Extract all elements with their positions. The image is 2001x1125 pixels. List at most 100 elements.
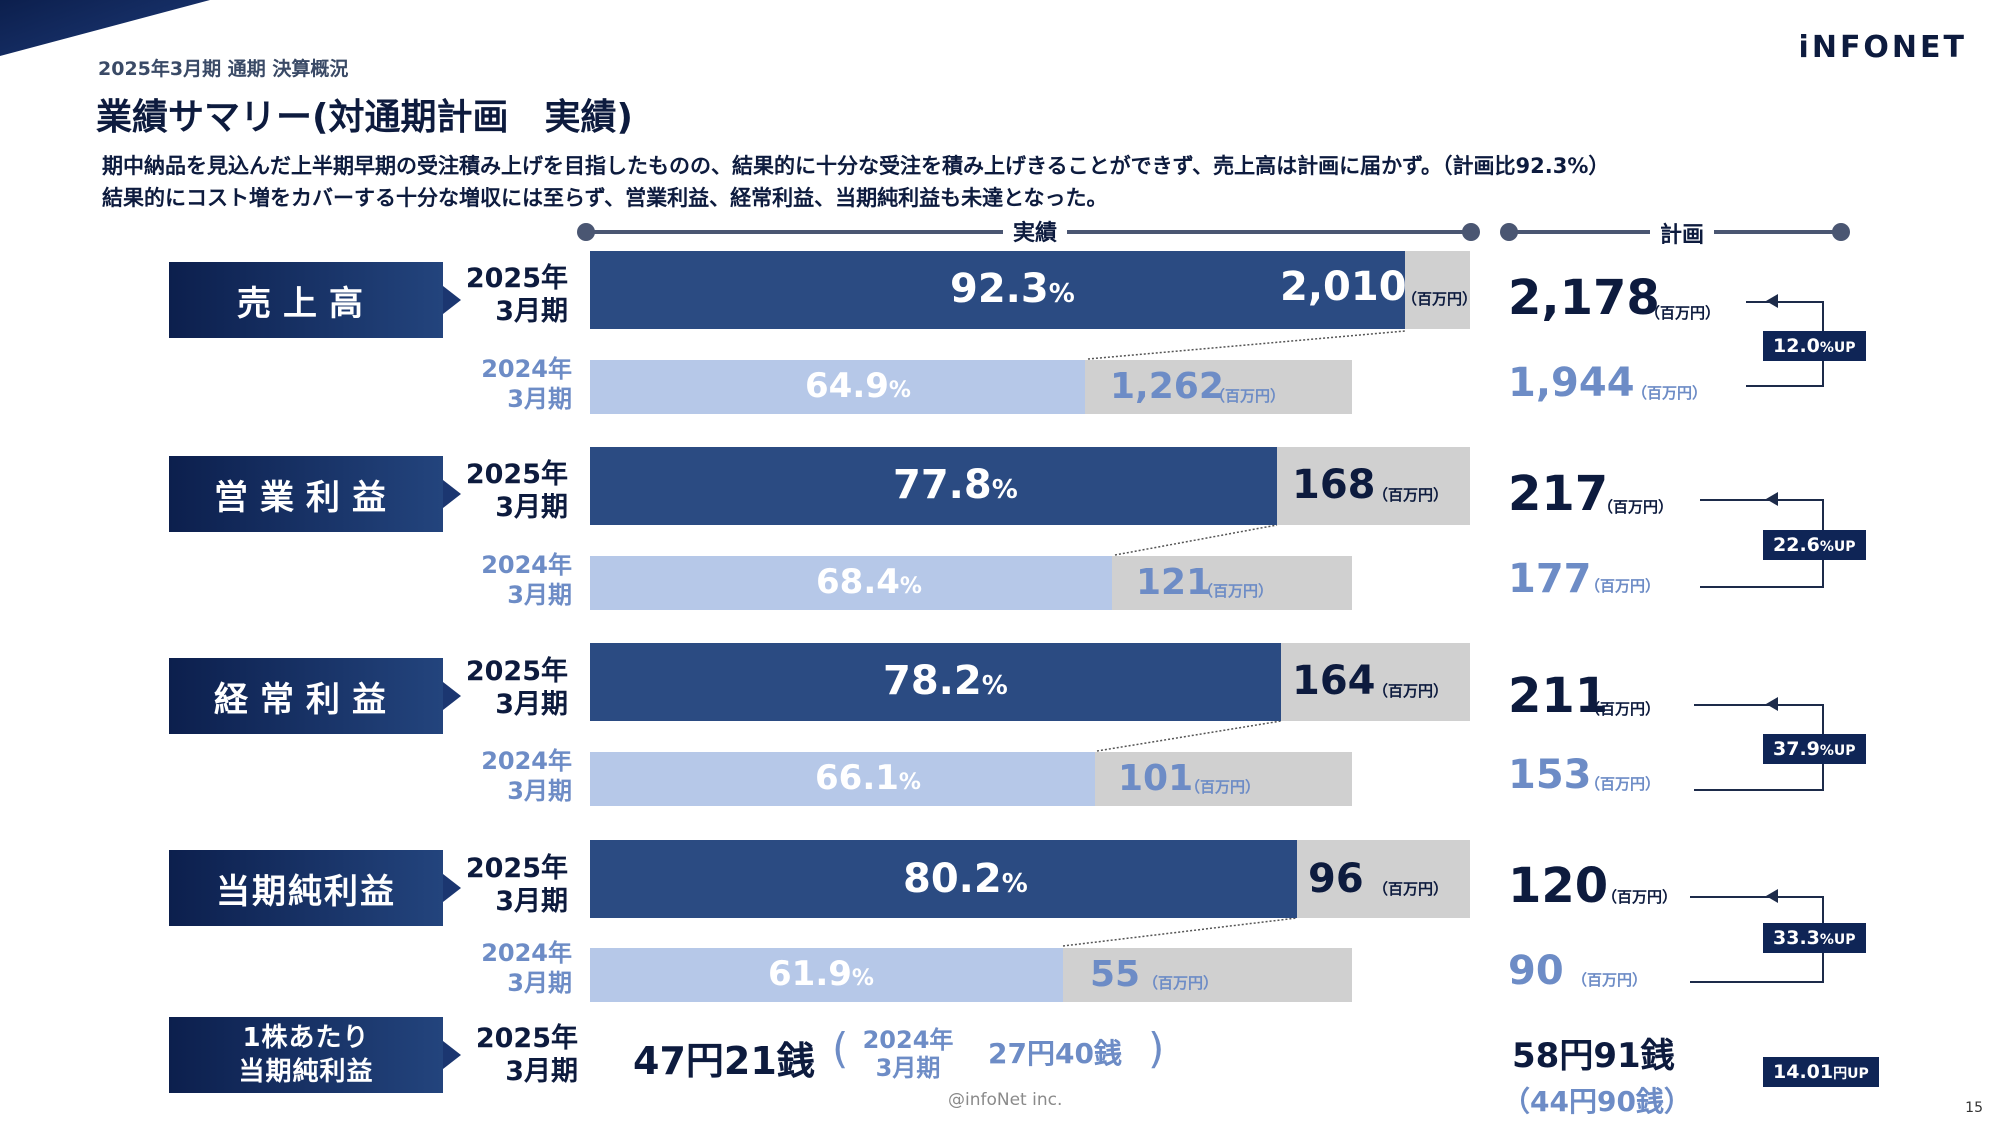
- growth-arrow-icon: [1766, 889, 1778, 903]
- period-previous: 2024年 3月期: [481, 551, 572, 609]
- plan-current-value: 120: [1508, 858, 1609, 914]
- period-current: 2025年 3月期: [465, 656, 568, 720]
- period-previous: 2024年 3月期: [481, 939, 572, 997]
- eps-label-line-1: 1株あたり: [242, 1023, 370, 1053]
- bar-current-fill: [590, 447, 1277, 525]
- period-current: 2025年 3月期: [465, 263, 568, 327]
- eps-growth-badge: 14.01円UP: [1763, 1057, 1879, 1087]
- category-label-net-income: 当期純利益: [169, 850, 443, 926]
- section-subtitle: 2025年3月期 通期 決算概況: [98, 58, 349, 80]
- unit-label: （百万円）: [1585, 577, 1661, 595]
- unit-label: （百万円）: [1585, 700, 1661, 718]
- current-actual-value: 96: [1308, 856, 1364, 902]
- plan-current-value: 217: [1508, 466, 1609, 522]
- previous-achievement-pct: 61.9%: [768, 954, 874, 994]
- current-actual-value: 2,010: [1280, 264, 1407, 310]
- bar-previous-fill: [590, 360, 1085, 414]
- category-label-ordinary-profit: 経常利益: [169, 658, 443, 734]
- unit-label: （百万円）: [1210, 387, 1286, 405]
- category-arrow-icon: [443, 286, 461, 314]
- current-achievement-pct: 92.3%: [950, 266, 1075, 312]
- eps-current-value: 47円21銭: [633, 1039, 815, 1083]
- page-title: 業績サマリー(対通期計画 実績): [96, 97, 633, 138]
- unit-label: （百万円）: [1598, 498, 1674, 516]
- plan-header-dot-left: [1500, 223, 1518, 241]
- period-current: 2025年 3月期: [465, 459, 568, 523]
- current-achievement-pct: 77.8%: [893, 462, 1018, 508]
- previous-achievement-pct: 68.4%: [816, 562, 922, 602]
- period-current: 2025年 3月期: [475, 1023, 578, 1087]
- growth-badge: 12.0%UP: [1763, 331, 1866, 361]
- previous-actual-value: 101: [1118, 758, 1194, 799]
- actual-header-dot-right: [1462, 223, 1480, 241]
- bar-previous-fill: [590, 948, 1063, 1002]
- previous-actual-value: 1,262: [1110, 366, 1224, 407]
- lead-text: 期中納品を見込んだ上半期早期の受注積み上げを目指したものの、結果的に十分な受注を…: [102, 150, 1609, 214]
- unit-label: （百万円）: [1602, 888, 1678, 906]
- connector-net: [1062, 917, 1298, 947]
- eps-previous-value: 27円40銭: [988, 1037, 1122, 1070]
- growth-arrow-icon: [1766, 697, 1778, 711]
- eps-open-paren: (: [832, 1024, 849, 1073]
- plan-current-value: 2,178: [1508, 270, 1660, 326]
- bar-current-fill: [590, 251, 1405, 329]
- current-achievement-pct: 78.2%: [883, 658, 1008, 704]
- plan-previous-value: 177: [1508, 556, 1592, 602]
- category-arrow-icon: [443, 874, 461, 902]
- unit-label: （百万円）: [1645, 304, 1721, 322]
- eps-label-line-2: 当期純利益: [238, 1057, 374, 1087]
- bar-current-fill: [590, 840, 1297, 918]
- unit-label: （百万円）: [1185, 778, 1261, 796]
- bar-previous-fill: [590, 752, 1095, 806]
- growth-badge: 33.3%UP: [1763, 923, 1866, 953]
- plan-previous-value: 153: [1508, 752, 1592, 798]
- bar-previous-fill: [590, 556, 1112, 610]
- current-actual-value: 168: [1292, 462, 1376, 508]
- unit-label: （百万円）: [1373, 880, 1449, 898]
- unit-label: （百万円）: [1373, 486, 1449, 504]
- company-logo: iNFONET: [1798, 30, 1967, 65]
- lead-line-2: 結果的にコスト増をカバーする十分な増収には至らず、営業利益、経常利益、当期純利益…: [102, 186, 1108, 210]
- category-label-operating-profit: 営業利益: [169, 456, 443, 532]
- period-previous: 2024年 3月期: [481, 747, 572, 805]
- unit-label: （百万円）: [1402, 290, 1478, 308]
- previous-achievement-pct: 66.1%: [815, 758, 921, 798]
- unit-label: （百万円）: [1373, 682, 1449, 700]
- unit-label: （百万円）: [1632, 384, 1708, 402]
- unit-label: （百万円）: [1198, 582, 1274, 600]
- period-current: 2025年 3月期: [465, 853, 568, 917]
- growth-arrow-icon: [1766, 492, 1778, 506]
- eps-period-previous: 2024年 3月期: [862, 1026, 954, 1082]
- growth-badge: 22.6%UP: [1763, 530, 1866, 560]
- eps-close-paren: ): [1148, 1024, 1165, 1073]
- previous-actual-value: 121: [1136, 562, 1212, 603]
- current-achievement-pct: 80.2%: [903, 856, 1028, 902]
- previous-achievement-pct: 64.9%: [805, 366, 911, 406]
- plan-header-label: 計画: [1650, 217, 1715, 249]
- category-arrow-icon: [443, 1041, 461, 1069]
- page-number: 15: [1965, 1100, 1983, 1116]
- category-arrow-icon: [443, 480, 461, 508]
- lead-line-1: 期中納品を見込んだ上半期早期の受注積み上げを目指したものの、結果的に十分な受注を…: [102, 154, 1610, 178]
- plan-header-dot-right: [1832, 223, 1850, 241]
- connector-ordinary: [1096, 720, 1282, 752]
- category-arrow-icon: [443, 682, 461, 710]
- current-actual-value: 164: [1292, 658, 1376, 704]
- category-label-eps: 1株あたり 当期純利益: [169, 1017, 443, 1093]
- unit-label: （百万円）: [1143, 974, 1219, 992]
- category-label-sales: 売上高: [169, 262, 443, 338]
- actual-header-label: 実績: [1003, 215, 1068, 247]
- unit-label: （百万円）: [1572, 971, 1648, 989]
- actual-header-dot-left: [577, 223, 595, 241]
- previous-actual-value: 55: [1090, 954, 1141, 995]
- unit-label: （百万円）: [1585, 775, 1661, 793]
- plan-current-value: 211: [1508, 668, 1609, 724]
- period-previous: 2024年 3月期: [481, 355, 572, 413]
- eps-plan-current: 58円91銭: [1512, 1036, 1675, 1076]
- growth-arrow-icon: [1766, 294, 1778, 308]
- plan-previous-value: 1,944: [1508, 360, 1635, 406]
- connector-operating: [1114, 524, 1278, 556]
- plan-previous-value: 90: [1508, 948, 1564, 994]
- connector-sales: [1087, 330, 1406, 360]
